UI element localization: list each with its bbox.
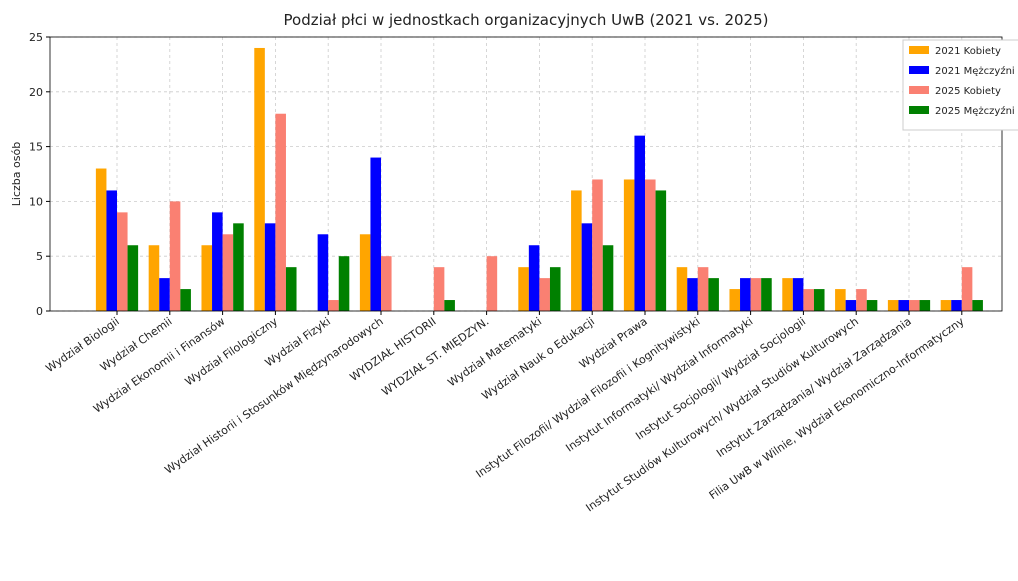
- plot-frame: [49, 36, 1003, 312]
- bar: [740, 278, 751, 311]
- legend-label: 2025 Mężczyźni: [935, 105, 1015, 117]
- bar: [581, 223, 593, 311]
- bar: [95, 168, 107, 311]
- bar: [359, 234, 371, 311]
- bar: [951, 300, 962, 311]
- bar: [528, 245, 540, 311]
- bar: [835, 289, 846, 311]
- bar: [254, 47, 265, 312]
- y-tick-label: 15: [29, 141, 43, 154]
- x-tick-label: WYDZIAŁ HISTORII: [347, 315, 438, 384]
- bar: [940, 300, 952, 311]
- legend-swatch: [909, 86, 929, 94]
- bar: [856, 289, 867, 311]
- bar: [623, 179, 635, 311]
- bar: [486, 256, 498, 311]
- bar: [338, 256, 350, 311]
- legend-swatch: [909, 46, 929, 54]
- bar: [201, 245, 213, 311]
- bar: [708, 278, 719, 311]
- bar: [328, 300, 339, 311]
- bar: [602, 245, 614, 311]
- legend-label: 2021 Mężczyźni: [935, 65, 1015, 77]
- bar: [317, 234, 329, 311]
- bar: [761, 278, 772, 311]
- bar: [233, 223, 244, 311]
- bar: [444, 300, 455, 311]
- bar: [972, 300, 983, 311]
- x-tick-label: Instytut Zarządzania/ Wydział Zarządzani…: [714, 315, 914, 460]
- bar: [792, 278, 804, 311]
- bar: [549, 267, 561, 311]
- x-tick-label: Wydział Matematyki: [445, 315, 544, 390]
- bar: [634, 135, 645, 311]
- bar: [803, 289, 814, 311]
- bar: [909, 300, 920, 311]
- bar: [919, 300, 931, 311]
- bar: [169, 201, 181, 311]
- y-tick-label: 0: [36, 305, 43, 318]
- y-tick-label: 20: [29, 86, 43, 99]
- bar: [676, 267, 688, 311]
- y-tick-label: 25: [29, 31, 43, 44]
- bar: [729, 289, 741, 311]
- bar: [212, 212, 223, 311]
- y-tick-label: 5: [36, 250, 43, 263]
- bar: [106, 190, 117, 311]
- y-tick-label: 10: [29, 195, 43, 208]
- bar: [180, 289, 191, 311]
- bar: [887, 300, 899, 311]
- x-tick-label: Filia UwB w Wilnie, Wydział Ekonomiczno-…: [707, 315, 967, 503]
- bar: [433, 267, 445, 311]
- bar: [518, 267, 529, 311]
- bar: [159, 278, 170, 311]
- bar: [645, 179, 656, 311]
- bar: [961, 267, 973, 311]
- bar: [866, 300, 878, 311]
- bar: [370, 157, 381, 311]
- bar: [782, 278, 793, 311]
- bar: [655, 190, 667, 311]
- bar: [697, 267, 709, 311]
- bar: [898, 300, 909, 311]
- bar: [381, 256, 392, 311]
- legend-box: [902, 39, 1018, 131]
- bar: [148, 245, 160, 311]
- legend-label: 2021 Kobiety: [935, 46, 1001, 57]
- legend: 2021 Kobiety 2021 Mężczyźni 2025 Kobiety 20…: [902, 39, 1018, 131]
- y-axis-label: Liczba osób: [10, 142, 23, 206]
- bar: [813, 289, 825, 311]
- legend-swatch: [909, 66, 929, 74]
- bar: [571, 190, 582, 311]
- bar: [687, 278, 698, 311]
- bar: [750, 278, 762, 311]
- legend-swatch: [909, 106, 929, 114]
- legend-label: 2025 Kobiety: [935, 86, 1001, 97]
- bar: [275, 113, 286, 311]
- bar: [285, 267, 297, 311]
- x-tick-label: Wydział Filologiczny: [183, 315, 281, 389]
- x-tick-label: Instytut Informatyki/ Wydział Informatyk…: [563, 315, 755, 455]
- bar: [127, 245, 139, 311]
- bar: [222, 234, 234, 311]
- bar: [592, 179, 603, 311]
- bar: [264, 223, 276, 311]
- bar: [845, 300, 857, 311]
- bar: [117, 212, 128, 311]
- chart-title: Podział płci w jednostkach organizacyjny…: [284, 11, 769, 29]
- bar: [539, 278, 550, 311]
